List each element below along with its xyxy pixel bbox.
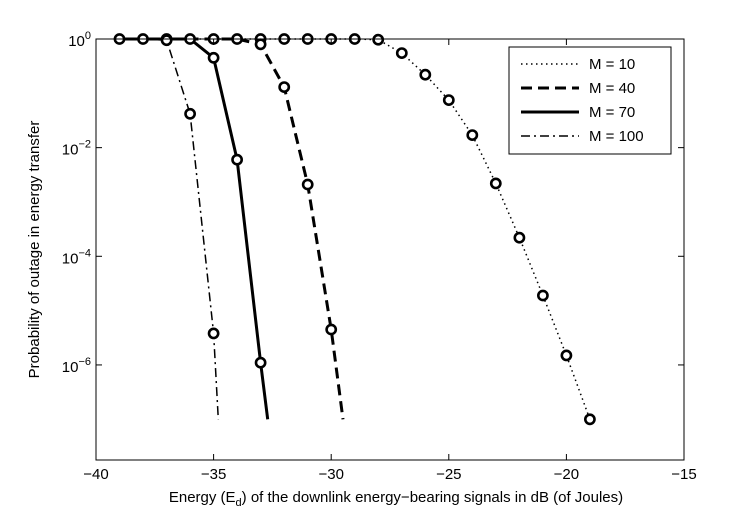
data-point: [231, 153, 243, 166]
y-tick-label: 10−6: [62, 356, 91, 376]
legend-label-3: M = 70: [589, 104, 635, 121]
x-axis-label-part-2: ) of the downlink energy−bearing signals…: [242, 489, 623, 506]
legend-label-1: M = 10: [589, 56, 635, 73]
y-tick-label: 100: [68, 30, 91, 50]
data-point: [466, 129, 479, 141]
data-point: [395, 47, 408, 59]
y-tick-label: 10−4: [62, 247, 91, 267]
data-point: [489, 177, 502, 190]
series-line-3: [119, 37, 270, 420]
x-axis-ticks: −40 −35 −30 −25 −20 −15: [83, 39, 697, 483]
x-axis-label: Energy (Ed) of the downlink energy−beari…: [169, 489, 623, 509]
data-point: [207, 51, 220, 64]
legend-label-2: M = 40: [589, 80, 635, 97]
data-point: [537, 289, 549, 302]
x-tick-label: −40: [83, 466, 108, 483]
data-point: [278, 81, 291, 93]
data-point: [254, 38, 267, 51]
data-point: [184, 107, 196, 120]
y-axis-label: Probability of outage in energy transfer: [26, 121, 43, 379]
x-tick-label: −30: [318, 466, 343, 483]
x-axis-label-part-1: Energy (E: [169, 489, 236, 506]
data-point: [207, 327, 220, 340]
legend-label-4: M = 100: [589, 128, 644, 145]
data-point: [254, 356, 267, 369]
data-point: [419, 68, 432, 81]
legend: M = 10 M = 40 M = 70 M = 100: [508, 46, 672, 155]
x-tick-label: −15: [671, 466, 696, 483]
data-point: [560, 349, 573, 362]
data-point: [372, 33, 385, 46]
x-axis-label-subscript: d: [236, 497, 242, 509]
data-point: [513, 231, 526, 244]
data-point: [160, 34, 173, 47]
y-tick-label: 10−2: [62, 139, 91, 159]
x-tick-label: −35: [201, 466, 226, 483]
data-point: [301, 178, 314, 191]
data-point: [584, 413, 596, 426]
x-tick-label: −20: [554, 466, 579, 483]
data-point: [442, 94, 455, 106]
x-tick-label: −25: [436, 466, 461, 483]
data-point: [325, 323, 338, 336]
series-line-4: [119, 38, 220, 420]
y-axis-ticks: 100 10−2 10−4 10−6: [62, 30, 684, 376]
axes-box: [95, 38, 685, 461]
series-line-2: [119, 37, 345, 420]
